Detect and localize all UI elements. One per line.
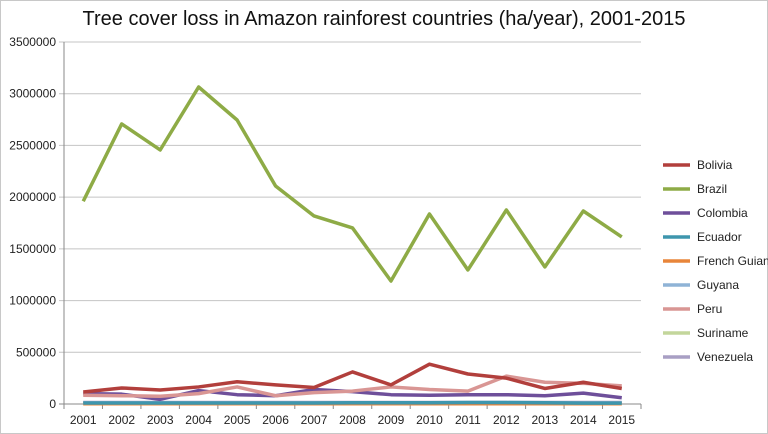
legend-label: Venezuela xyxy=(697,350,753,364)
series-line-ecuador xyxy=(83,400,622,405)
x-tick-label: 2005 xyxy=(224,413,251,427)
y-tick-label: 3000000 xyxy=(9,87,56,101)
x-tick-label: 2010 xyxy=(416,413,443,427)
x-tick-label: 2009 xyxy=(378,413,405,427)
x-tick-label: 2002 xyxy=(108,413,135,427)
x-tick-label: 2011 xyxy=(455,413,481,427)
x-tick-label: 2007 xyxy=(301,413,328,427)
x-tick-label: 2004 xyxy=(185,413,212,427)
x-tick-label: 2006 xyxy=(262,413,289,427)
x-tick-label: 2001 xyxy=(70,413,97,427)
y-tick-label: 500000 xyxy=(16,345,56,359)
x-tick-label: 2008 xyxy=(339,413,366,427)
legend-label: Brazil xyxy=(697,182,727,196)
x-tick-label: 2003 xyxy=(147,413,174,427)
x-tick-label: 2013 xyxy=(531,413,558,427)
y-tick-label: 2000000 xyxy=(9,190,56,204)
legend-label: Peru xyxy=(697,302,722,316)
x-tick-label: 2014 xyxy=(570,413,597,427)
series-line-brazil xyxy=(81,85,623,283)
legend-label: Colombia xyxy=(697,206,748,220)
series-line-bolivia xyxy=(83,362,623,394)
legend-label: French Guiana xyxy=(697,254,768,268)
x-tick-label: 2012 xyxy=(493,413,520,427)
legend-label: Ecuador xyxy=(697,230,742,244)
y-tick-label: 1500000 xyxy=(9,242,56,256)
legend-label: Guyana xyxy=(697,278,739,292)
legend-label: Suriname xyxy=(697,326,749,340)
y-tick-label: 2500000 xyxy=(9,138,56,152)
series-line-peru xyxy=(83,374,622,398)
legend-label: Bolivia xyxy=(697,158,733,172)
y-tick-label: 1000000 xyxy=(9,294,56,308)
chart-title: Tree cover loss in Amazon rainforest cou… xyxy=(82,8,686,30)
y-tick-label: 0 xyxy=(49,397,56,411)
x-tick-label: 2015 xyxy=(608,413,635,427)
y-tick-label: 3500000 xyxy=(9,35,56,49)
